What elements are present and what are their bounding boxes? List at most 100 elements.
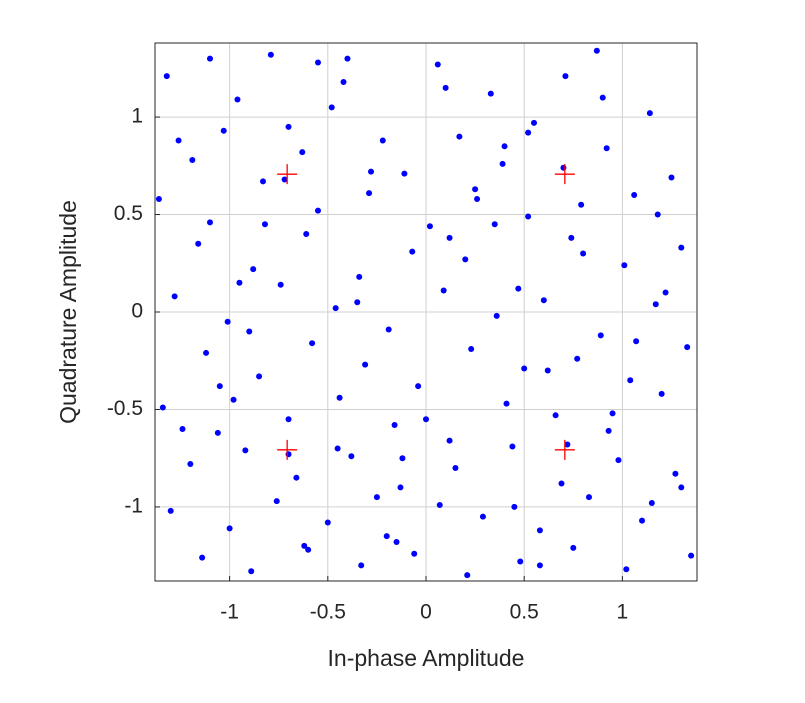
scatter-point bbox=[525, 129, 532, 136]
scatter-point bbox=[305, 546, 312, 553]
scatter-point bbox=[446, 234, 453, 241]
scatter-point bbox=[658, 390, 665, 397]
scatter-point bbox=[301, 542, 308, 549]
scatter-point bbox=[662, 289, 669, 296]
scatter-point bbox=[423, 416, 429, 423]
scatter-point bbox=[220, 127, 227, 134]
scatter-point bbox=[570, 544, 577, 551]
scatter-point bbox=[187, 461, 194, 468]
scatter-point bbox=[285, 451, 292, 458]
scatter-point bbox=[633, 338, 640, 345]
scatter-point bbox=[627, 377, 634, 384]
scatter-point bbox=[248, 568, 255, 575]
scatter-point bbox=[564, 441, 571, 448]
scatter-point bbox=[383, 533, 390, 540]
scatter-point bbox=[536, 527, 543, 534]
scatter-point bbox=[609, 410, 616, 417]
x-tick-label: -1 bbox=[220, 601, 239, 624]
y-tick-label: 1 bbox=[131, 105, 143, 128]
scatter-point bbox=[456, 133, 463, 140]
scatter-point bbox=[603, 145, 610, 152]
scatter-point bbox=[206, 219, 213, 226]
axes-box bbox=[154, 42, 698, 582]
scatter-point bbox=[167, 507, 174, 514]
scatter-point bbox=[509, 443, 516, 450]
scatter-point bbox=[501, 143, 508, 150]
scatter-point bbox=[273, 498, 280, 505]
scatter-point bbox=[260, 178, 267, 185]
scatter-point bbox=[230, 396, 237, 403]
scatter-point bbox=[285, 416, 292, 423]
scatter-point bbox=[479, 513, 486, 520]
scatter-point bbox=[175, 137, 182, 144]
scatter-point bbox=[379, 137, 386, 144]
scatter-point bbox=[334, 445, 341, 452]
scatter-point bbox=[426, 223, 433, 230]
scatter-point bbox=[578, 201, 585, 208]
scatter-point bbox=[558, 480, 565, 487]
scatter-point bbox=[652, 301, 659, 308]
scatter-point bbox=[303, 231, 310, 238]
scatter-point bbox=[267, 51, 274, 58]
y-tick-label: -0.5 bbox=[107, 397, 143, 420]
scatter-point bbox=[415, 383, 422, 390]
scatter-point bbox=[525, 213, 532, 220]
scatter-point bbox=[366, 190, 373, 197]
reference-point bbox=[277, 164, 298, 185]
scatter-point bbox=[368, 168, 375, 175]
scatter-point bbox=[285, 123, 292, 130]
scatter-point bbox=[224, 318, 231, 325]
scatter-point bbox=[493, 312, 500, 319]
scatter-point bbox=[631, 192, 638, 199]
scatter-point bbox=[348, 453, 355, 460]
scatter-point bbox=[354, 299, 361, 306]
scatter-point bbox=[242, 447, 249, 454]
scatter-point bbox=[646, 110, 653, 117]
scatter-point bbox=[623, 566, 630, 573]
scatter-point bbox=[562, 73, 569, 80]
y-tick-label: 0 bbox=[131, 300, 143, 323]
x-tick-label: 0.5 bbox=[510, 601, 539, 624]
scatter-point bbox=[163, 73, 170, 80]
scatter-point bbox=[250, 266, 257, 273]
scatter-point bbox=[179, 425, 186, 432]
scatter-point bbox=[397, 484, 404, 491]
scatter-point bbox=[452, 464, 459, 471]
x-tick-label: -0.5 bbox=[310, 601, 346, 624]
scatter-point bbox=[540, 297, 547, 304]
scatter-point bbox=[648, 500, 655, 507]
y-tick-label: -1 bbox=[124, 494, 143, 517]
scatter-point bbox=[356, 273, 363, 280]
scatter-point bbox=[517, 558, 524, 565]
scatter-point bbox=[324, 519, 331, 526]
scatter-point bbox=[531, 119, 538, 126]
reference-point bbox=[554, 164, 575, 185]
scatter-point bbox=[544, 367, 551, 374]
scatter-point bbox=[491, 221, 498, 228]
scatter-point bbox=[468, 346, 475, 353]
scatter-point bbox=[203, 349, 210, 356]
scatter-point bbox=[332, 305, 339, 312]
scatter-point bbox=[155, 195, 162, 202]
scatter-point bbox=[358, 562, 365, 569]
scatter-point bbox=[344, 55, 351, 62]
scatter-point bbox=[678, 484, 685, 491]
scatter-point bbox=[511, 503, 518, 510]
scatter-point bbox=[597, 332, 604, 339]
scatter-point bbox=[236, 279, 243, 286]
reference-point bbox=[554, 439, 575, 460]
y-tick-label: 0.5 bbox=[114, 202, 143, 225]
scatter-point bbox=[593, 47, 600, 54]
scatter-point bbox=[246, 328, 253, 335]
scatter-point bbox=[654, 211, 661, 218]
scatter-point bbox=[560, 164, 567, 171]
scatter-point bbox=[442, 84, 449, 91]
scatter-point bbox=[580, 250, 587, 257]
scatter-point bbox=[521, 365, 528, 372]
scatter-point bbox=[171, 293, 178, 300]
scatter-point bbox=[472, 186, 479, 193]
scatter-point bbox=[434, 61, 441, 68]
scatter-point bbox=[214, 429, 221, 436]
scatter-point bbox=[340, 78, 347, 85]
